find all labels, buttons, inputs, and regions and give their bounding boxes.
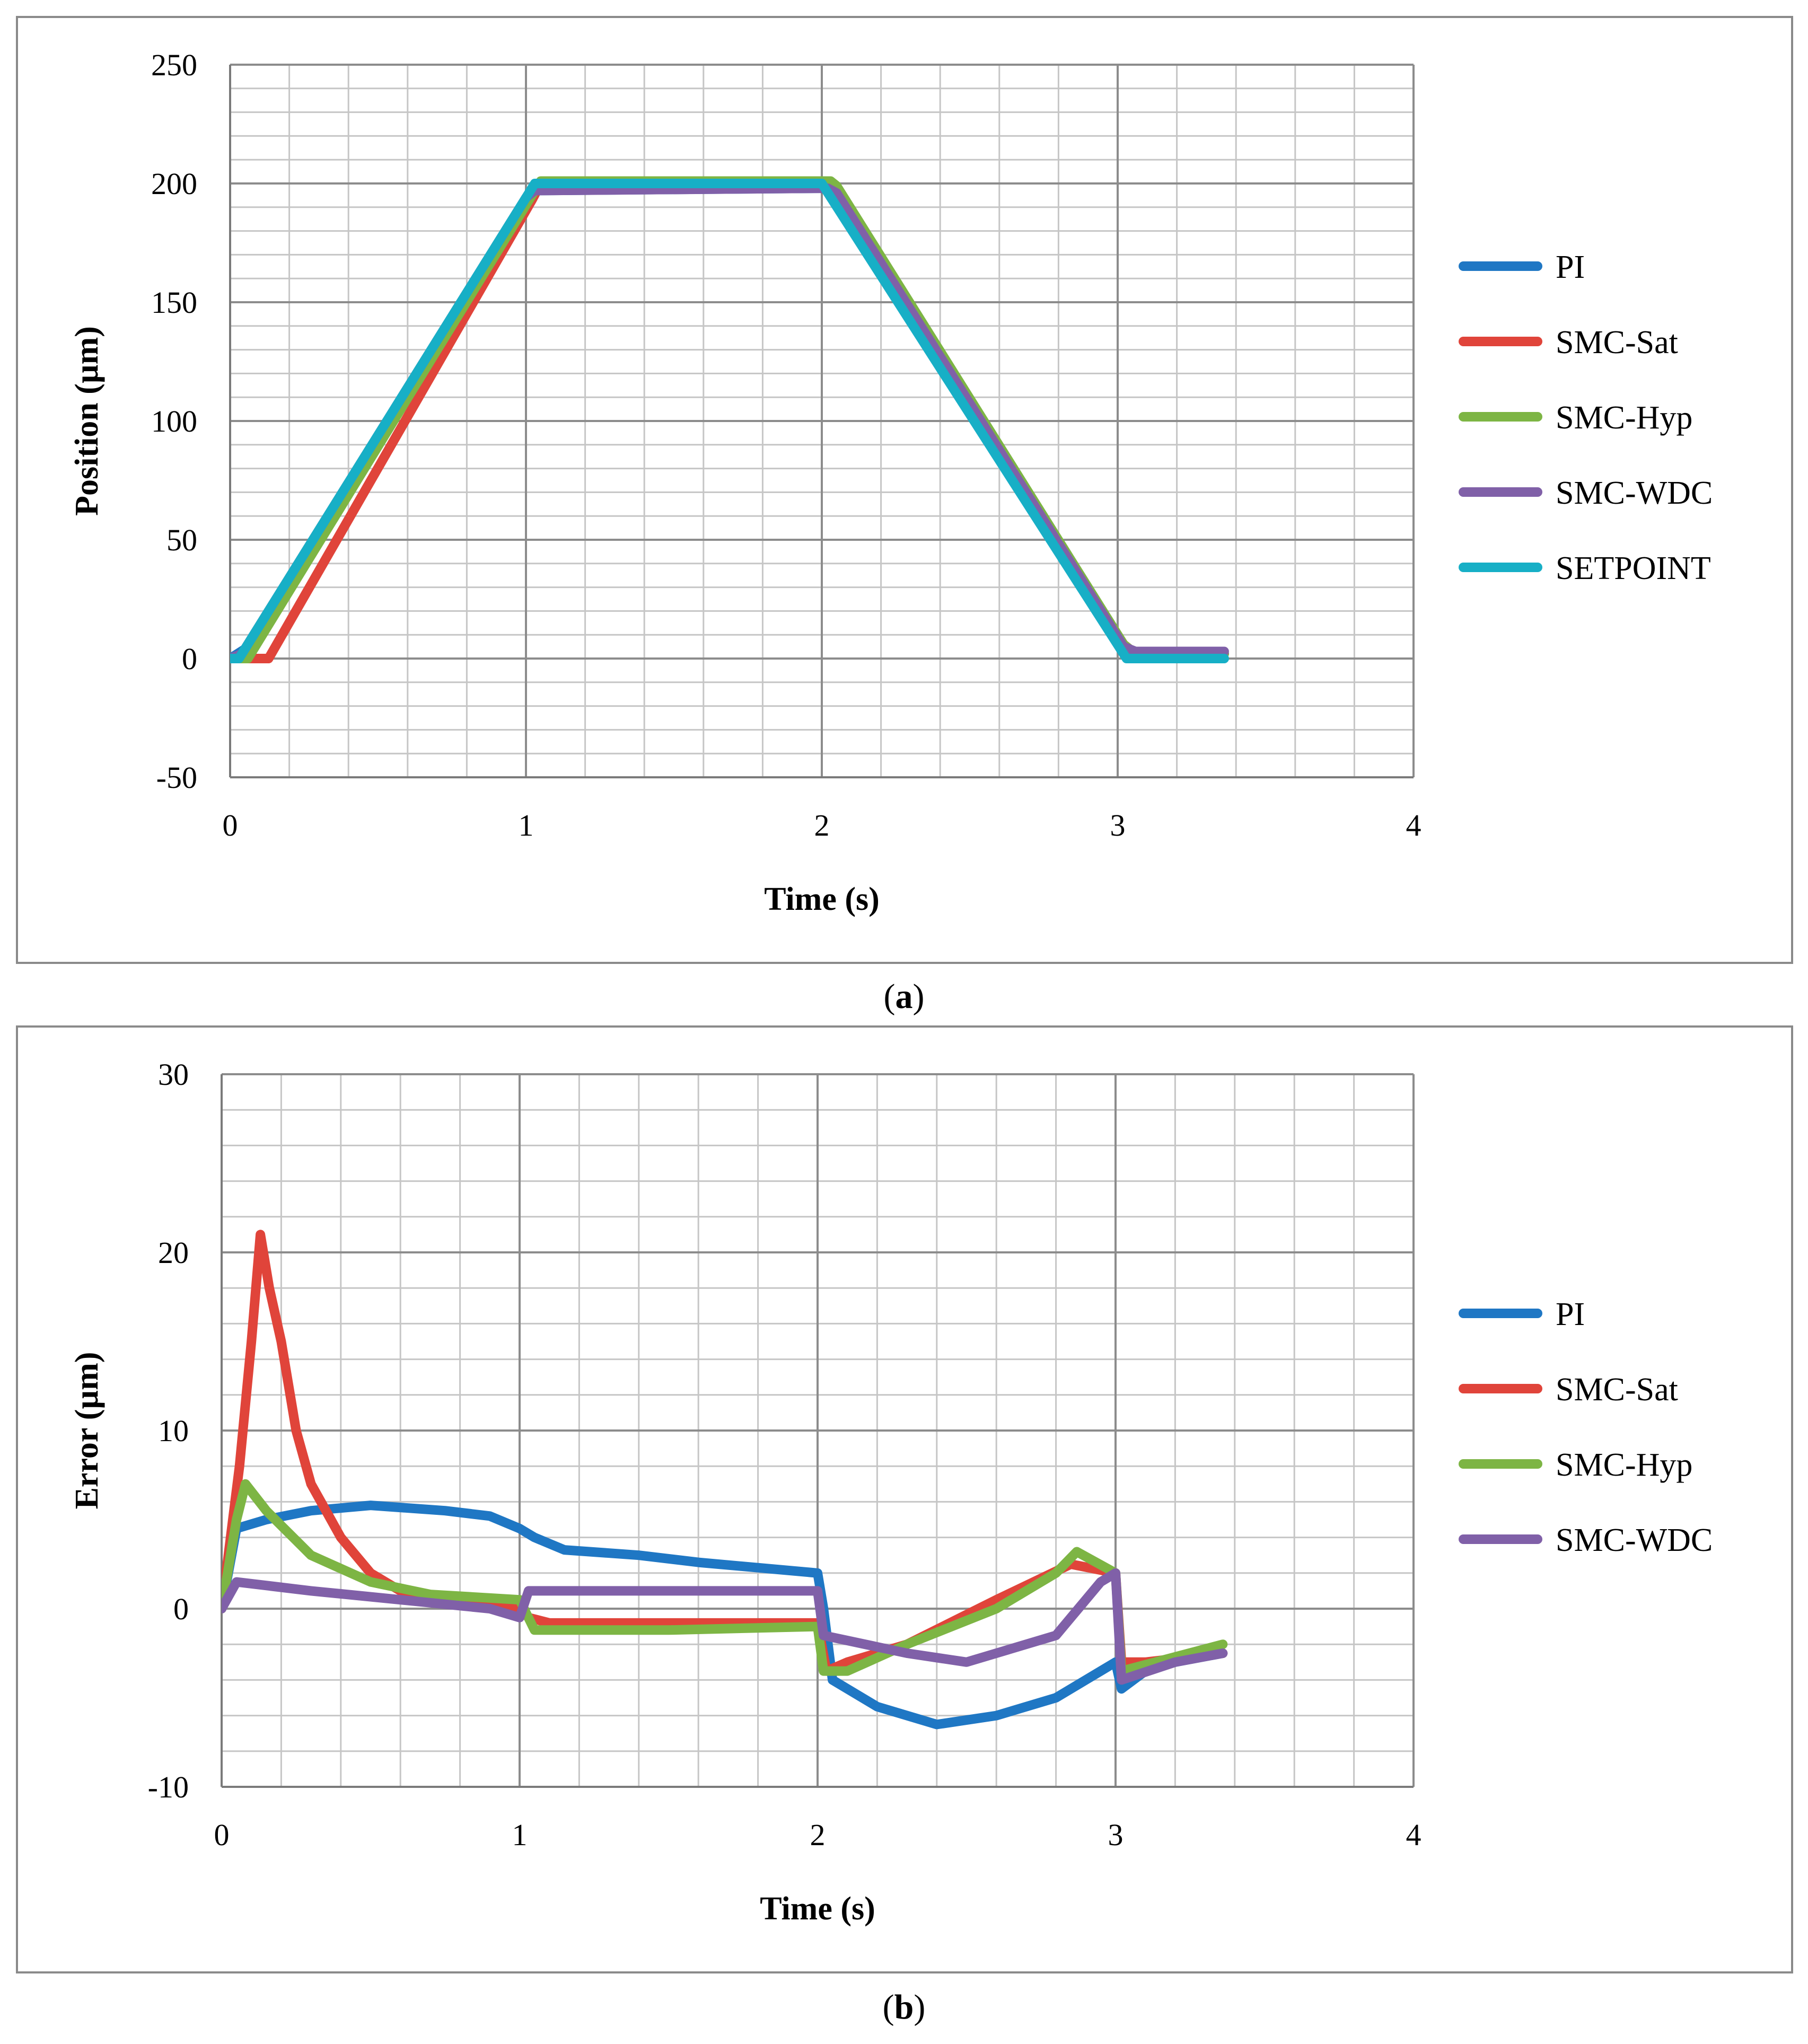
y-axis-title: Position (µm) [69, 326, 105, 516]
legend-label-smc-hyp: SMC-Hyp [1556, 1447, 1692, 1483]
y-axis-title: Error (µm) [69, 1352, 105, 1510]
legend-label-smc-wdc: SMC-WDC [1556, 1522, 1713, 1558]
chart-panel-b: -10 0 10 20 30 0 1 2 3 4 Time (s) Error (µm) PI SMC-S… [16, 1025, 1793, 1973]
y-tick-label: 200 [151, 166, 197, 201]
y-tick-label: 0 [182, 642, 197, 676]
series-line-pi [222, 1501, 1228, 1730]
x-tick-label: 0 [223, 808, 238, 843]
y-tick-label: -10 [148, 1770, 189, 1804]
series-line-smc-wdc [222, 1568, 1228, 1685]
legend-label-pi: PI [1556, 249, 1585, 285]
x-tick-label: 3 [1110, 808, 1126, 843]
caption-a-letter: a [895, 977, 913, 1016]
legend-label-smc-wdc: SMC-WDC [1556, 475, 1713, 511]
x-axis-title: Time (s) [760, 1891, 875, 1927]
position-chart: -50 0 50 100 150 200 250 0 1 2 3 4 Time (s) Position … [69, 48, 1713, 917]
x-tick-label: 1 [519, 808, 534, 843]
error-chart: -10 0 10 20 30 0 1 2 3 4 Time (s) Error (µm) PI SMC-S… [69, 1057, 1713, 1927]
x-tick-label: 3 [1108, 1818, 1124, 1852]
legend-label-smc-hyp: SMC-Hyp [1556, 400, 1692, 436]
caption-b: (b) [882, 1988, 926, 2027]
x-tick-label: 4 [1406, 808, 1421, 843]
x-tick-label: 4 [1406, 1818, 1421, 1852]
caption-a: (a) [883, 977, 925, 1016]
y-tick-label: 100 [151, 404, 197, 438]
y-tick-label: 20 [158, 1235, 189, 1270]
legend-label-smc-sat: SMC-Sat [1556, 1372, 1678, 1408]
y-tick-label: -50 [156, 760, 197, 795]
x-tick-label: 1 [512, 1818, 528, 1852]
y-tick-label: 30 [158, 1057, 189, 1092]
legend-label-setpoint: SETPOINT [1556, 550, 1711, 586]
x-tick-label: 0 [214, 1818, 230, 1852]
legend-label-smc-sat: SMC-Sat [1556, 324, 1678, 361]
x-tick-label: 2 [810, 1818, 826, 1852]
y-tick-label: 50 [166, 523, 197, 557]
y-tick-label: 10 [158, 1414, 189, 1448]
y-tick-label: 150 [151, 285, 197, 320]
x-tick-label: 2 [814, 808, 830, 843]
y-tick-label: 0 [173, 1592, 189, 1626]
series-line-smc-hyp [222, 1479, 1228, 1676]
series-line-smc-sat [222, 1230, 1228, 1676]
legend-label-pi: PI [1556, 1296, 1585, 1332]
caption-b-letter: b [894, 1988, 914, 2027]
y-tick-label: 250 [151, 48, 197, 82]
chart-panel-a: -50 0 50 100 150 200 250 0 1 2 3 4 Time (s) Position … [16, 16, 1793, 964]
series-line-setpoint [230, 179, 1229, 663]
x-axis-title: Time (s) [764, 881, 880, 917]
